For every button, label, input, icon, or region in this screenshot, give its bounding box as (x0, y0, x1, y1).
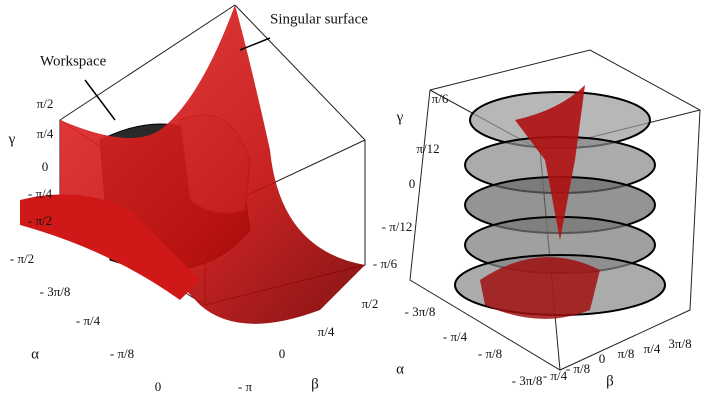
tick-label: - π/12 (382, 219, 413, 234)
arrow (239, 37, 271, 51)
tick-label: - π/4 (76, 313, 101, 328)
annotation: Singular surface (270, 11, 368, 27)
axis-label: γ (396, 109, 404, 125)
tick-label: - π/8 (110, 346, 134, 361)
tick-label: - π/4 (443, 329, 468, 344)
axis-label: β (311, 376, 319, 392)
tick-label: - π/4 (28, 186, 53, 201)
labels: Workspace Singular surface γ α β γ α β π/2 π/4 0 - … (8, 11, 692, 394)
axis-label: α (31, 346, 39, 362)
tick-label: 0 (599, 351, 606, 366)
tick-label: - π/2 (28, 213, 52, 228)
arrow (84, 79, 116, 121)
tick-label: π/4 (644, 341, 661, 356)
tick-label: - π (238, 379, 253, 394)
tick-label: π/12 (416, 141, 439, 156)
singular-surface (480, 257, 600, 319)
tick-label: π/4 (37, 126, 54, 141)
annotation: Workspace (40, 53, 107, 69)
tick-label: - π/2 (10, 251, 34, 266)
tick-label: - 3π/8 (40, 284, 71, 299)
tick-label: 0 (155, 379, 162, 394)
axis-label: β (606, 373, 614, 389)
tick-label: 0 (42, 159, 49, 174)
tick-label: - 3π/8 (405, 304, 436, 319)
tick-label: 0 (409, 176, 416, 191)
singular-surface (20, 194, 200, 300)
tick-label: π/6 (432, 91, 449, 106)
box (409, 49, 701, 371)
tick-label: 0 (279, 346, 286, 361)
tick-label: 3π/8 (668, 336, 691, 351)
axis-label: α (396, 361, 404, 377)
tick-label: - π/4 (543, 368, 568, 383)
tick-label: π/4 (318, 324, 335, 339)
tick-label: - π/6 (373, 256, 398, 271)
tick-label: π/8 (618, 346, 635, 361)
tick-label: π/2 (362, 296, 379, 311)
tick-label: - π/8 (566, 361, 590, 376)
tick-label: - 3π/8 (512, 373, 543, 388)
tick-label: - π/8 (478, 346, 502, 361)
axis-label: γ (8, 131, 16, 147)
right-plot (409, 49, 701, 371)
singular-surface (515, 85, 585, 240)
tick-label: π/2 (37, 96, 54, 111)
left-plot (20, 4, 366, 324)
